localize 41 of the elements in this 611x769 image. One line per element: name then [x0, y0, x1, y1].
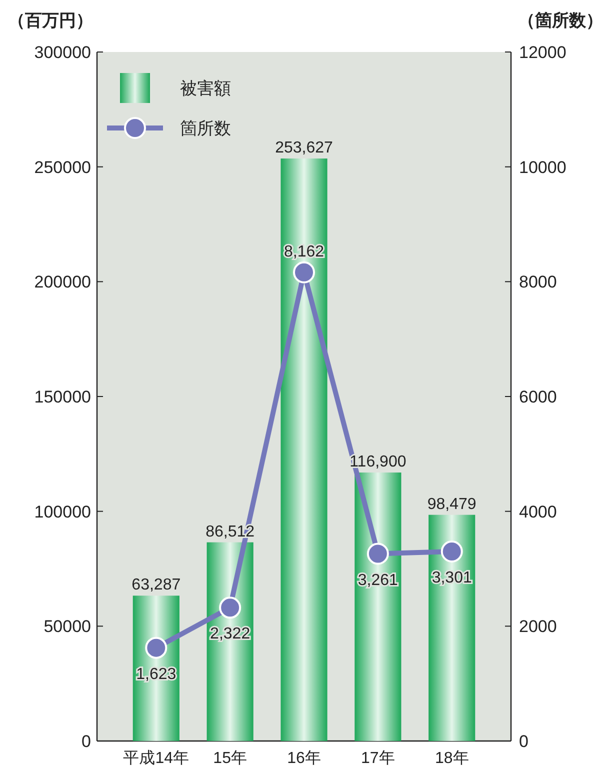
y2-tick-label: 2000 [519, 617, 557, 636]
y-axis-title: （百万円） [8, 11, 93, 30]
y-tick-label: 150000 [34, 388, 91, 406]
y2-axis-title: （箇所数） [518, 11, 603, 30]
data-label: 3,261 [358, 572, 398, 589]
point [440, 540, 463, 562]
point [145, 636, 168, 659]
y-tick-label: 0 [82, 732, 91, 751]
y-tick-label: 200000 [34, 272, 91, 292]
y-tick-label: 100000 [34, 502, 91, 522]
data-label: 1,623 [136, 666, 176, 683]
data-label: 63,287 [132, 576, 181, 594]
y2-tick-label: 6000 [519, 388, 557, 406]
x-tick-label: 15年 [213, 750, 247, 767]
bar [280, 158, 328, 741]
y2-tick-label: 10000 [519, 158, 566, 177]
bar [428, 514, 476, 741]
data-label: 98,479 [427, 496, 476, 513]
data-label: 3,301 [432, 569, 472, 586]
point [293, 261, 315, 284]
x-tick-label: 16年 [287, 750, 321, 767]
legend-label: 箇所数 [180, 119, 231, 138]
x-tick-label: 平成14年 [123, 749, 190, 767]
y-tick-label: 250000 [34, 158, 91, 177]
data-label: 2,322 [210, 626, 250, 643]
y2-tick-label: 4000 [519, 502, 557, 522]
bar [132, 596, 180, 741]
data-label: 253,627 [275, 140, 334, 157]
x-tick-label: 18年 [434, 750, 469, 767]
point [219, 596, 242, 619]
bar [206, 542, 254, 741]
y-tick-label: 50000 [44, 617, 91, 636]
bar [354, 472, 402, 741]
point [366, 542, 389, 565]
y2-tick-label: 12000 [519, 43, 566, 62]
y-tick-label: 300000 [34, 43, 91, 62]
x-tick-label: 17年 [361, 750, 395, 767]
y2-tick-label: 8000 [519, 272, 557, 292]
legend-label: 被害額 [180, 79, 231, 98]
y2-tick-label: 0 [519, 732, 528, 751]
data-label: 8,162 [284, 243, 324, 260]
